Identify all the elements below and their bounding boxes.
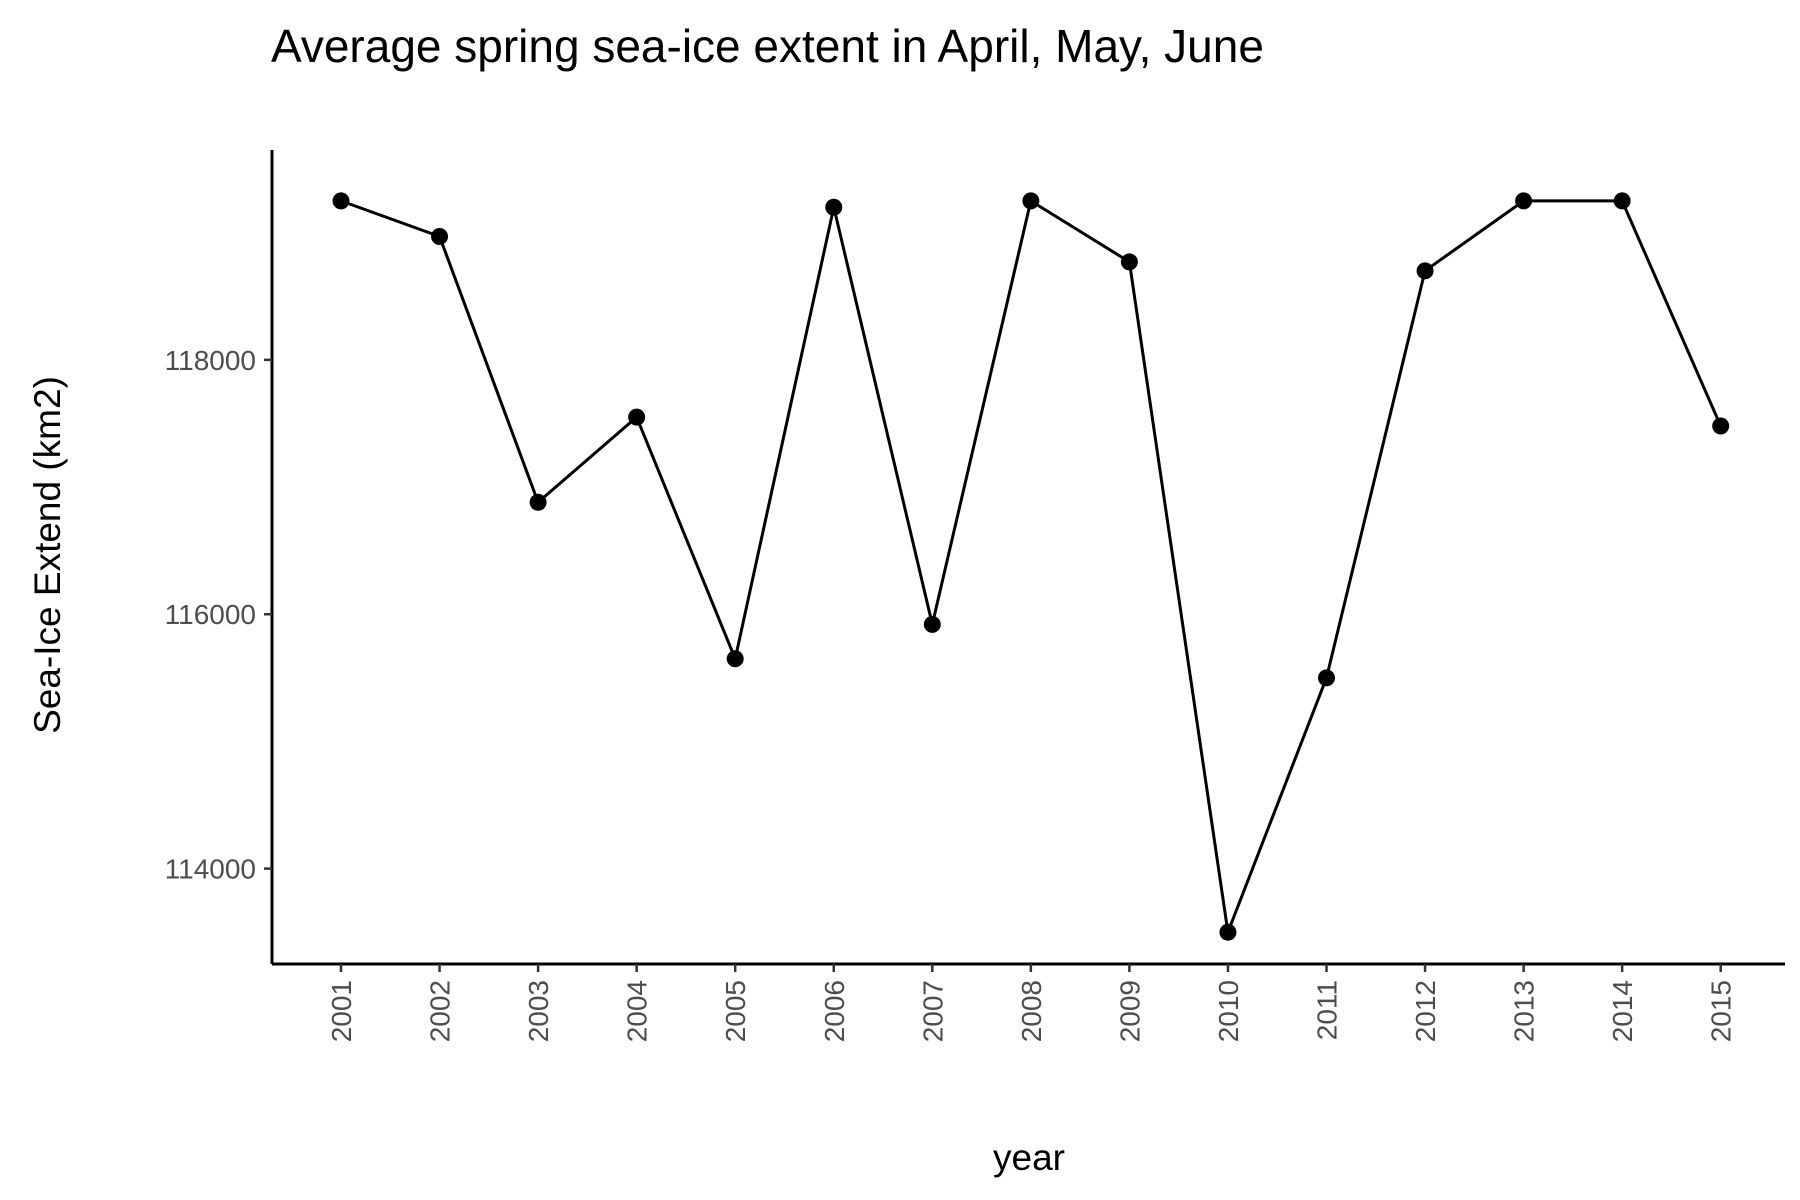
data-point-2009 xyxy=(1120,253,1138,271)
x-axis-title: year xyxy=(993,1137,1065,1178)
x-tick-label: 2006 xyxy=(819,980,850,1042)
data-point-2005 xyxy=(726,650,744,668)
series-line xyxy=(340,199,1723,934)
data-point-2003 xyxy=(529,493,547,511)
data-point-2015 xyxy=(1712,417,1730,435)
x-tick-label: 2013 xyxy=(1509,980,1540,1042)
x-tick-label: 2008 xyxy=(1016,980,1047,1042)
data-point-2012 xyxy=(1416,262,1434,280)
data-point-2001 xyxy=(332,192,350,210)
data-point-2004 xyxy=(628,408,646,426)
data-point-2013 xyxy=(1515,192,1533,210)
data-point-2010 xyxy=(1219,923,1237,941)
data-point-2002 xyxy=(431,227,449,245)
chart-title: Average spring sea-ice extent in April, … xyxy=(271,20,1264,72)
x-tick-label: 2015 xyxy=(1706,980,1737,1042)
y-axis-title: Sea-Ice Extend (km2) xyxy=(27,376,68,734)
x-tick-label: 2005 xyxy=(720,980,751,1042)
x-axis-ticks: 2001 2002 2003 2004 2005 2006 2007 2008 2009 2010… xyxy=(326,964,1737,1042)
data-points xyxy=(332,192,1730,941)
data-point-2006 xyxy=(825,198,843,216)
x-tick-label: 2007 xyxy=(917,980,948,1042)
x-tick-label: 2002 xyxy=(425,980,456,1042)
y-axis-ticks: 114000 116000 118000 xyxy=(165,345,272,885)
x-tick-label: 2009 xyxy=(1114,980,1145,1042)
x-tick-label: 2003 xyxy=(523,980,554,1042)
x-tick-label: 2011 xyxy=(1312,980,1343,1040)
x-tick-label: 2004 xyxy=(622,980,653,1042)
data-point-2011 xyxy=(1318,669,1335,687)
y-tick-label: 116000 xyxy=(165,599,256,630)
y-tick-label: 118000 xyxy=(165,345,256,376)
data-point-2007 xyxy=(923,615,941,633)
x-tick-label: 2012 xyxy=(1410,980,1441,1042)
data-point-2008 xyxy=(1022,192,1040,210)
y-tick-label: 114000 xyxy=(165,854,256,885)
x-tick-label: 2014 xyxy=(1607,980,1638,1042)
data-point-2014 xyxy=(1613,192,1631,210)
x-tick-label: 2001 xyxy=(326,980,357,1042)
x-tick-label: 2010 xyxy=(1213,980,1244,1042)
